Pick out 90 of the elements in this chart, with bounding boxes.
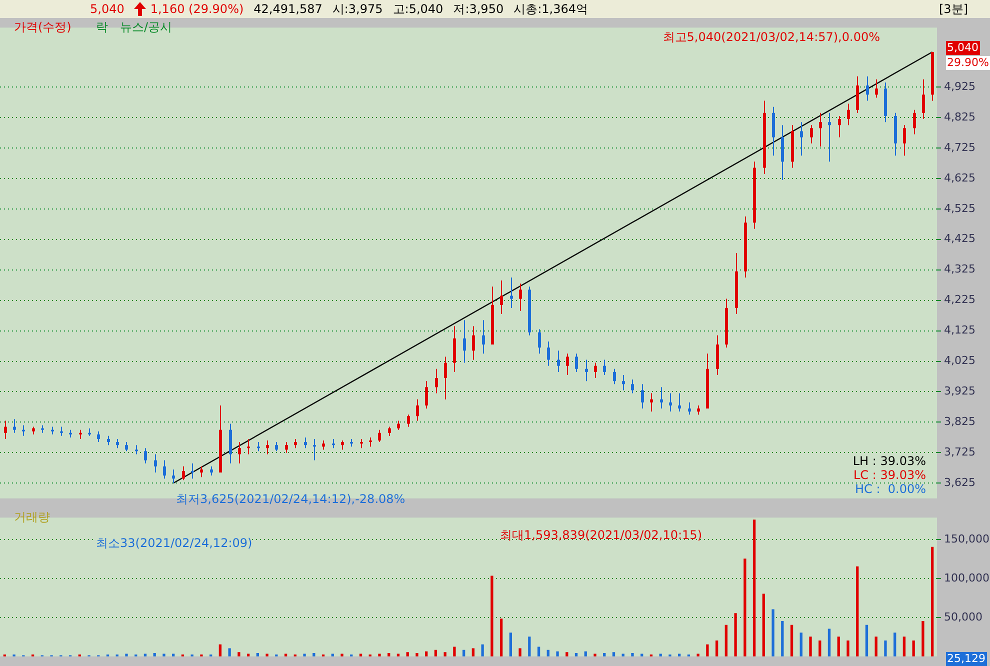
text: 1,160 (29.90%)	[150, 2, 244, 16]
text: 저:3,950	[453, 0, 504, 18]
bar	[125, 654, 128, 656]
text: 5,040	[946, 41, 980, 55]
bar	[874, 636, 878, 656]
bar	[846, 640, 850, 656]
y-tick-label: 4,125	[944, 324, 976, 337]
bar	[706, 644, 709, 656]
bar	[556, 651, 559, 656]
bar	[884, 640, 887, 656]
bar	[490, 576, 494, 656]
bar	[228, 648, 231, 656]
y-tick-label: 3,625	[944, 476, 976, 490]
annotation: 가격(수정)	[14, 20, 72, 34]
bar	[837, 636, 840, 656]
annotation: 최고5,040(2021/03/02,14:57),0.00%	[662, 30, 880, 44]
bar	[631, 652, 634, 656]
bar	[303, 654, 306, 656]
y-tick-label: 100,000	[944, 571, 990, 584]
annotation: 락	[96, 20, 108, 34]
y-tick-label: 4,025	[944, 354, 976, 368]
bar	[790, 624, 794, 656]
annotation: 뉴스/공시	[120, 20, 172, 34]
bar	[528, 636, 531, 656]
bar	[518, 648, 522, 656]
bar	[594, 654, 596, 656]
bar	[930, 546, 934, 656]
annotation: HC : 0.00%	[854, 482, 926, 496]
text: 시총:1,364억	[514, 0, 588, 18]
y-tick-label: 4,825	[944, 110, 976, 124]
annotation: 최대1,593,839(2021/03/02,10:15)	[500, 528, 702, 542]
bar	[340, 654, 344, 656]
bar	[828, 628, 831, 656]
bar	[378, 654, 381, 656]
bar	[509, 632, 512, 656]
y-tick-label: 4,425	[944, 232, 976, 246]
y-tick-label: 3,725	[944, 446, 976, 459]
bar	[162, 654, 166, 656]
text: 29.90%	[946, 56, 990, 70]
bar	[865, 624, 868, 656]
bar	[922, 620, 924, 656]
text: 25,129	[946, 652, 986, 666]
bar	[772, 609, 774, 656]
text: [3분]	[939, 0, 968, 18]
bar	[453, 646, 456, 656]
annotation: 최소33(2021/02/24,12:09)	[96, 536, 252, 550]
bar	[724, 624, 728, 656]
candlestick	[828, 112, 831, 162]
text: 42,491,587	[254, 2, 322, 16]
y-tick-label: 3,825	[944, 415, 976, 428]
bar	[744, 558, 746, 656]
bar	[537, 646, 540, 656]
bar	[416, 652, 418, 656]
annotation: LC : 39.03%	[854, 468, 926, 482]
bar	[912, 640, 915, 656]
text: 5,040	[90, 2, 124, 16]
bar	[715, 640, 718, 656]
y-tick-label: 4,225	[944, 293, 976, 306]
text: 고:5,040	[392, 0, 444, 18]
bar	[752, 520, 756, 656]
bar	[781, 620, 784, 656]
bar	[734, 613, 737, 656]
candlestick	[510, 277, 513, 308]
y-tick-label: 3,925	[944, 384, 976, 398]
bar	[218, 644, 222, 656]
bar	[818, 640, 822, 656]
bar	[902, 636, 906, 656]
y-tick-label: 4,325	[944, 262, 976, 276]
y-tick-label: 4,925	[944, 80, 976, 93]
y-tick-label: 50,000	[944, 610, 982, 624]
bar	[444, 652, 446, 656]
bar	[809, 636, 812, 656]
bar	[238, 652, 240, 656]
bar	[894, 632, 896, 656]
text: 시:3,975	[332, 0, 383, 18]
bar	[762, 594, 765, 656]
y-tick-label: 4,625	[944, 171, 976, 184]
bar	[696, 654, 700, 656]
candlestick	[313, 438, 316, 460]
y-tick-label: 4,725	[944, 140, 976, 154]
bar	[800, 632, 802, 656]
y-tick-label: 150,000	[944, 532, 990, 546]
annotation: 거래량	[14, 510, 50, 524]
bar	[481, 644, 484, 656]
bar	[500, 618, 503, 656]
y-tick-label: 4,525	[944, 202, 976, 215]
annotation: LH : 39.03%	[852, 454, 926, 468]
bar	[266, 654, 268, 656]
annotation: 최저3,625(2021/02/24,14:12),-28.08%	[176, 492, 406, 506]
bar	[856, 566, 859, 656]
